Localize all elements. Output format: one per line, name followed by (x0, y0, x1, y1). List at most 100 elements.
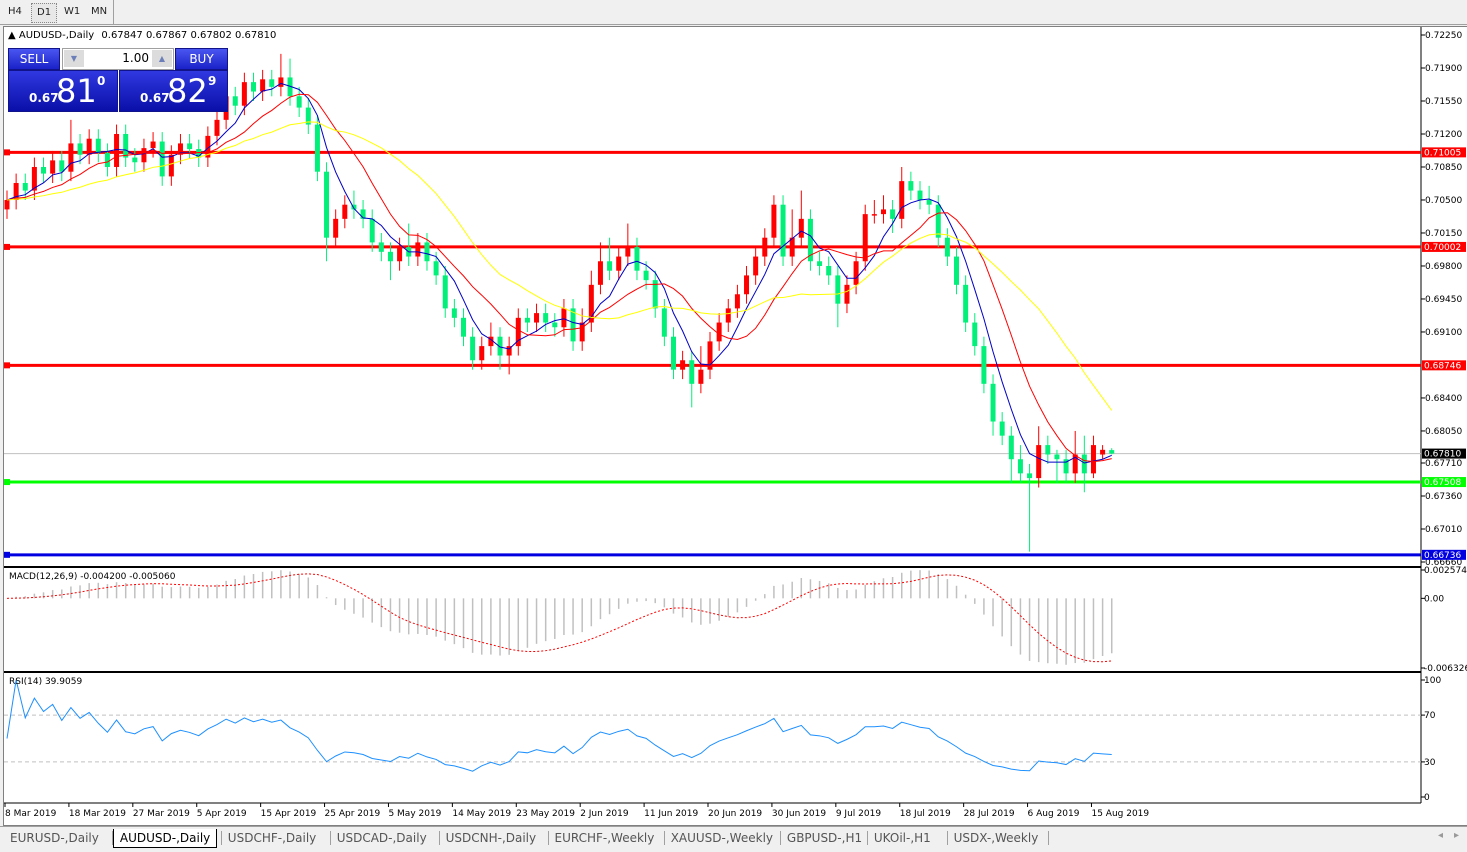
tab-xauusd-weekly[interactable]: XAUUSD-,Weekly (670, 831, 773, 845)
tab-eurusd-daily[interactable]: EURUSD-,Daily (10, 831, 99, 845)
candle-body (652, 280, 658, 309)
candle-body (880, 209, 886, 215)
timeframe-w1[interactable]: W1 (64, 6, 81, 17)
candle-body (86, 138, 92, 155)
candle-body (397, 247, 403, 262)
tab-usdchf-daily[interactable]: USDCHF-,Daily (227, 831, 317, 845)
candle-body (734, 294, 740, 309)
time-tick-label: 14 May 2019 (452, 809, 511, 819)
candle-body (314, 124, 320, 172)
chart-window[interactable] (3, 26, 1467, 826)
candle-body (50, 160, 56, 174)
level-price-tag (1422, 241, 1466, 252)
timeframe-d1[interactable]: D1 (31, 3, 58, 23)
price-tick-label: 0.69450 (1425, 295, 1462, 305)
candle-body (369, 218, 375, 243)
macd-tick-label: -0.006326 (1424, 664, 1467, 674)
candle-body (141, 148, 147, 163)
price-tick-label: 0.69100 (1425, 328, 1462, 338)
candle-body (1036, 445, 1042, 479)
candle-body (607, 261, 613, 271)
rsi-title: RSI(14) 39.9059 (9, 677, 83, 687)
time-tick-label: 9 Jul 2019 (836, 809, 881, 819)
candle-body (744, 275, 750, 295)
sell-price-button[interactable]: 0.67 81 0 (8, 70, 118, 112)
tab-divider (663, 831, 665, 845)
level-price-label: 0.68746 (1424, 361, 1461, 371)
buy-price-prefix: 0.67 (140, 91, 170, 105)
time-tick-label: 5 May 2019 (388, 809, 441, 819)
candle-body (461, 317, 466, 337)
buy-price-button[interactable]: 0.67 82 9 (119, 70, 228, 112)
candle-body (433, 261, 439, 276)
candle-body (725, 308, 731, 323)
price-tick-label: 0.70850 (1425, 163, 1462, 173)
tab-scroll-left-icon[interactable]: ◂ (1437, 830, 1443, 841)
candle-body (762, 237, 768, 257)
candle-body (999, 421, 1005, 436)
tab-usdx-weekly[interactable]: USDX-,Weekly (953, 831, 1039, 845)
candle-body (534, 313, 540, 323)
candle-body (670, 336, 676, 370)
level-price-label: 0.71005 (1424, 148, 1461, 158)
candle-body (807, 218, 813, 262)
time-tick-label: 11 Jun 2019 (644, 809, 698, 819)
tab-divider (329, 831, 331, 845)
buy-price-pips: 82 (167, 72, 208, 110)
candle-body (22, 183, 28, 191)
tab-divider (1048, 831, 1050, 845)
candle-body (1081, 454, 1087, 474)
tab-ukoil-h1[interactable]: UKOil-,H1 (873, 831, 931, 845)
tab-usdcnh-daily[interactable]: USDCNH-,Daily (445, 831, 537, 845)
tab-audusd-daily[interactable]: AUDUSD-,Daily (112, 829, 218, 848)
buy-button[interactable]: BUY (175, 48, 228, 70)
level-price-tag (1422, 477, 1466, 488)
time-tick-label: 6 Aug 2019 (1028, 809, 1080, 819)
candle-body (844, 284, 850, 304)
sell-price-pips: 81 (56, 72, 97, 110)
candle-body (488, 336, 494, 347)
time-tick-label: 20 Jun 2019 (708, 809, 762, 819)
price-tick-label: 0.67360 (1425, 492, 1462, 502)
lot-size-stepper: ▼ ▲ (62, 48, 174, 70)
level-price-label: 0.70002 (1424, 243, 1461, 253)
candle-body (296, 96, 302, 108)
candle-body (479, 346, 485, 361)
candle-body (13, 183, 19, 200)
current-price-label: 0.67810 (1424, 450, 1461, 460)
candle-body (214, 119, 220, 136)
candle-body (59, 160, 65, 172)
sell-button[interactable]: SELL (8, 48, 60, 70)
tab-divider (866, 831, 868, 845)
candle-body (707, 341, 713, 370)
tab-usdcad-daily[interactable]: USDCAD-,Daily (336, 831, 427, 845)
candle-body (917, 190, 923, 200)
candle-body (1072, 454, 1078, 474)
lot-increase-icon[interactable]: ▲ (152, 50, 172, 67)
candle-body (561, 308, 567, 328)
candle-body (470, 336, 476, 361)
candle-body (689, 360, 695, 384)
candle-body (442, 275, 448, 309)
candle-body (944, 237, 950, 257)
tab-eurchf-weekly[interactable]: EURCHF-,Weekly (554, 831, 655, 845)
candle-body (643, 270, 649, 281)
tab-scroll-right-icon[interactable]: ▸ (1453, 830, 1459, 841)
lot-size-input[interactable] (85, 49, 149, 67)
time-tick-label: 27 Mar 2019 (133, 809, 190, 819)
collapse-triangle-icon[interactable]: ▲ (8, 30, 16, 41)
ma-mid-line (6, 93, 1112, 463)
timeframe-mn[interactable]: MN (91, 6, 108, 17)
macd-signal-line (6, 573, 1112, 663)
timeframe-toolbar: H4 D1 W1 MN (0, 0, 1467, 25)
lot-decrease-icon[interactable]: ▼ (64, 50, 84, 67)
current-price-tag (1422, 448, 1466, 459)
macd-tick-label: 0.00 (1424, 594, 1444, 604)
level-handle (4, 243, 10, 250)
tab-gbpusd-h1[interactable]: GBPUSD-,H1 (786, 831, 863, 845)
rsi-line (6, 679, 1112, 772)
candle-body (789, 237, 795, 257)
candle-body (187, 143, 193, 150)
timeframe-h4[interactable]: H4 (8, 6, 22, 17)
